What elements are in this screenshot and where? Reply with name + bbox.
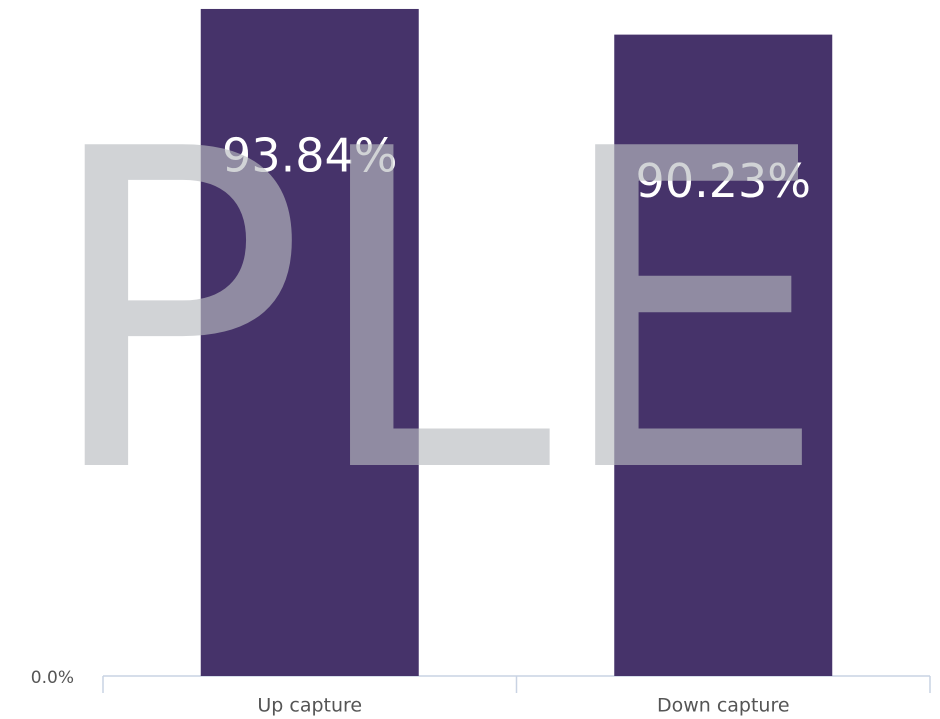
x-tick-label: Up capture bbox=[257, 695, 362, 717]
value-label: 90.23% bbox=[636, 154, 811, 208]
watermark: SAMPLE bbox=[0, 57, 830, 569]
value-label: 93.84% bbox=[222, 128, 397, 182]
y-tick-label: 0.0% bbox=[31, 668, 74, 688]
x-tick-label: Down capture bbox=[657, 695, 790, 717]
bar bbox=[614, 34, 833, 677]
bar bbox=[200, 8, 419, 676]
